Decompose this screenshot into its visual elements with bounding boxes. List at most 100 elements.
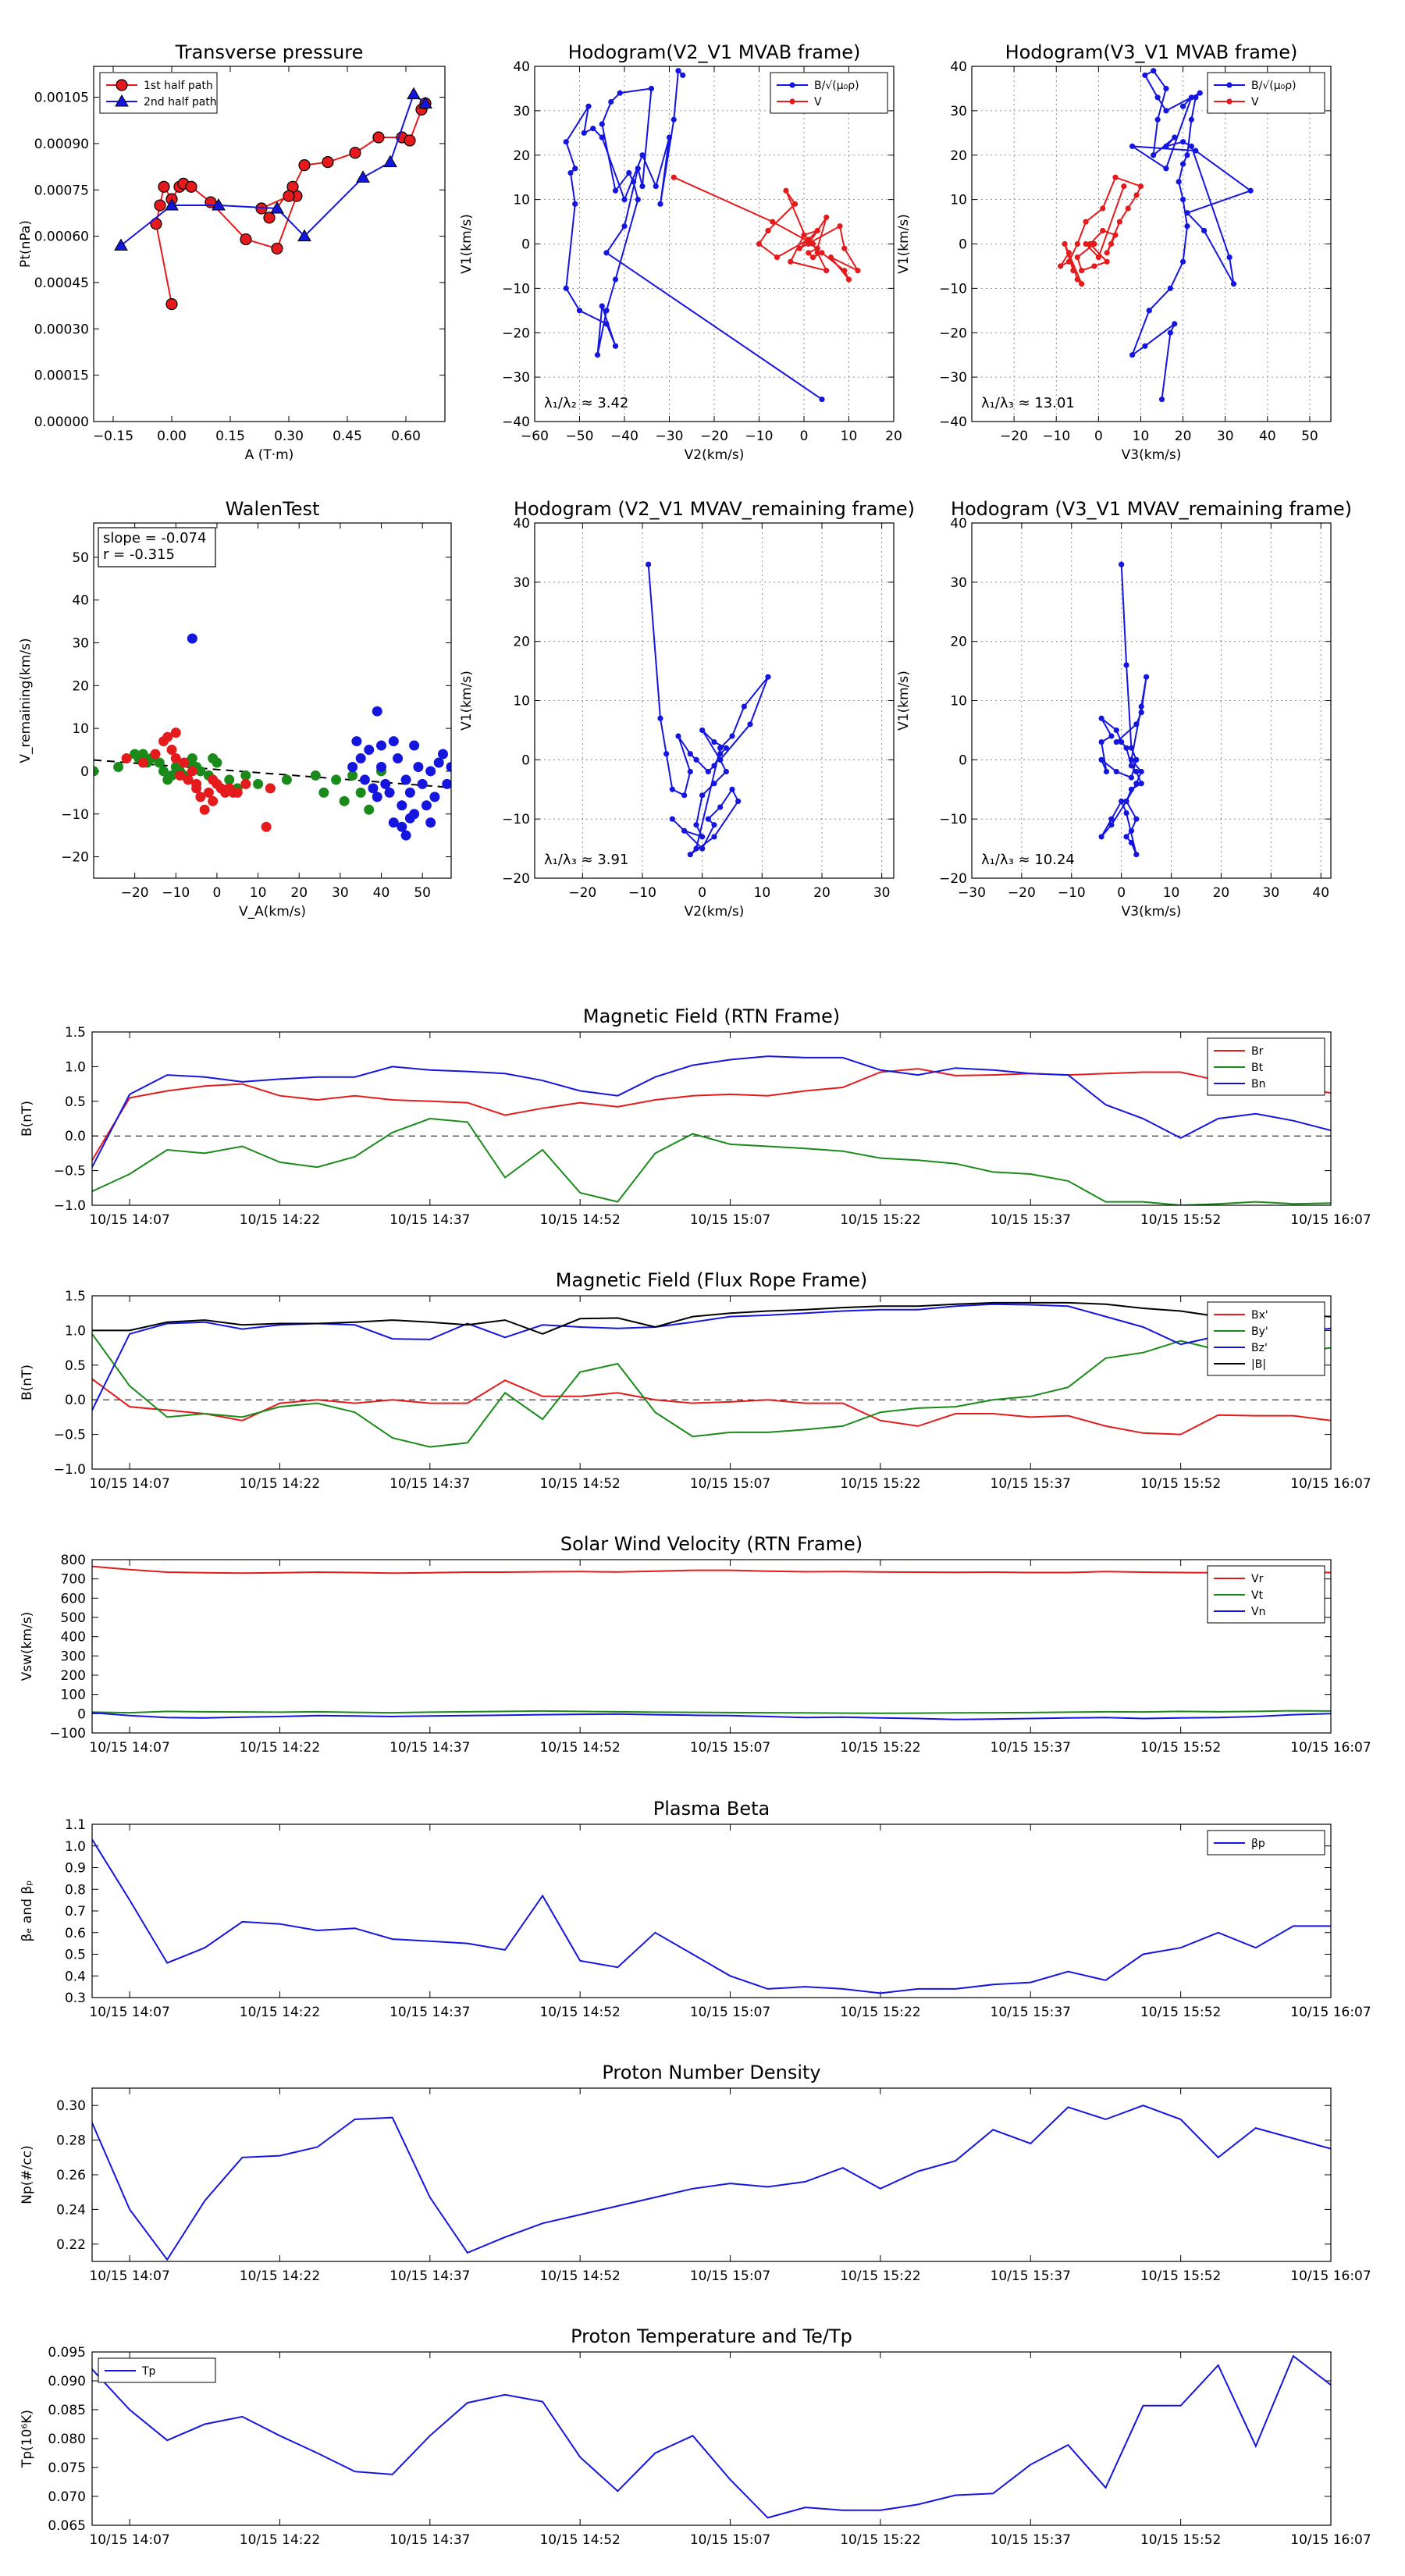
axes-frame [91,2351,1332,2526]
chart-title: Hodogram (V2_V1 MVAV_remaining frame) [514,498,915,520]
data-point [1163,165,1169,172]
data-point [599,303,605,309]
x-axis-label: V3(km/s) [1122,904,1182,920]
data-point [1112,232,1119,238]
data-point [1123,798,1129,805]
data-point [765,674,771,680]
data-point [179,757,190,768]
data-point [1128,839,1135,846]
y-tick-label: −10 [939,281,967,297]
legend-label: Bn [1251,1078,1265,1091]
y-tick-label: 40 [950,516,967,532]
data-point [693,756,699,763]
x-tick-label: 10/15 14:07 [89,2268,169,2284]
chart-title: WalenTest [226,498,320,520]
data-point [400,774,411,785]
series-line [673,176,860,280]
data-point [240,233,252,246]
y-tick-label: 0.0 [65,1393,86,1408]
series-1 [121,728,276,832]
x-tick-label: 10/15 15:07 [690,2532,770,2548]
x-tick-label: −10 [745,429,774,444]
data-point [788,258,794,265]
data-point [823,214,830,220]
data-point [1104,250,1110,256]
data-point [355,787,366,798]
y-tick-label: 30 [513,104,530,119]
y-axis-label: βₑ and βₚ [20,1880,35,1942]
chart-mag_rtn: 10/15 14:07 10/15 14:22 10/15 14:37 10/15 1… [20,1005,1371,1228]
y-tick-label: −10 [502,281,530,297]
data-point [639,152,646,158]
y-axis-label: Vsw(km/s) [20,1612,35,1681]
data-point [670,174,677,180]
data-point [224,774,235,785]
legend-box [1207,1830,1325,1856]
data-point [770,219,776,225]
x-tick-label: 10 [1163,885,1180,901]
data-point [630,179,637,185]
data-point [154,757,165,768]
data-point [669,786,675,792]
data-point [372,792,382,802]
series-0 [563,68,825,403]
data-point [347,770,358,781]
legend-label: Br [1251,1045,1264,1058]
y-tick-label: 10 [950,694,967,710]
data-point [646,561,652,568]
data-point [1070,268,1076,274]
legend-label: Vt [1251,1589,1264,1602]
x-tick-label: 10/15 15:07 [690,2005,770,2020]
data-point [1123,809,1129,817]
data-point [791,201,799,207]
x-tick-label: 10/15 15:37 [991,2532,1071,2548]
data-point [397,800,407,811]
y-tick-label: −20 [502,871,530,887]
x-tick-label: 10/15 14:07 [89,2005,169,2020]
y-axis-label: V1(km/s) [896,214,912,274]
data-point [1116,219,1123,225]
data-point [253,778,264,789]
data-point [185,180,197,193]
x-tick-label: −20 [1008,885,1036,901]
series-line-Bz' [92,1303,1331,1411]
x-tick-label: 10/15 14:22 [240,1740,320,1756]
data-point [1188,116,1195,123]
data-point [425,766,436,777]
data-point [1133,816,1140,822]
chart-title: Magnetic Field (RTN Frame) [583,1005,840,1027]
chart-walen: −20 −10 0 10 20 30 40 50 −20 −10 0 10 20 30 40 50 WalenT… [18,498,452,920]
legend-label: 1st half path [144,80,213,92]
y-tick-label: 1.5 [65,1289,86,1304]
chart-tp: −0.15 0.00 0.15 0.30 0.45 0.60 0.00000 0.00015 0… [18,41,446,463]
data-point [1128,763,1135,769]
data-point [621,223,628,229]
data-point [612,343,619,349]
data-point [729,786,735,792]
data-point [1128,745,1135,751]
series-line [1058,176,1142,285]
data-point [240,770,251,781]
x-tick-label: 10 [754,885,771,901]
y-tick-label: 1.0 [65,1059,86,1075]
x-tick-label: 10/15 15:22 [840,1212,920,1228]
data-point [590,126,596,132]
x-tick-label: 10/15 16:07 [1290,1740,1371,1756]
data-point [581,130,587,136]
axes-frame [93,522,452,879]
y-tick-label: 0.5 [65,1358,86,1374]
data-point [442,778,451,789]
data-point [675,733,681,739]
data-point [827,254,834,261]
data-point [599,134,605,141]
x-tick-label: 10/15 15:07 [690,1212,770,1228]
plot-area [1058,68,1254,403]
x-tick-label: 10/15 15:52 [1140,2268,1221,2284]
data-point [1119,798,1125,805]
data-point [318,787,329,798]
x-tick-label: 0 [213,885,222,901]
x-tick-label: 10/15 14:52 [539,1212,620,1228]
axes-frame [534,522,895,879]
data-point [1158,396,1165,403]
data-point [1074,240,1080,247]
